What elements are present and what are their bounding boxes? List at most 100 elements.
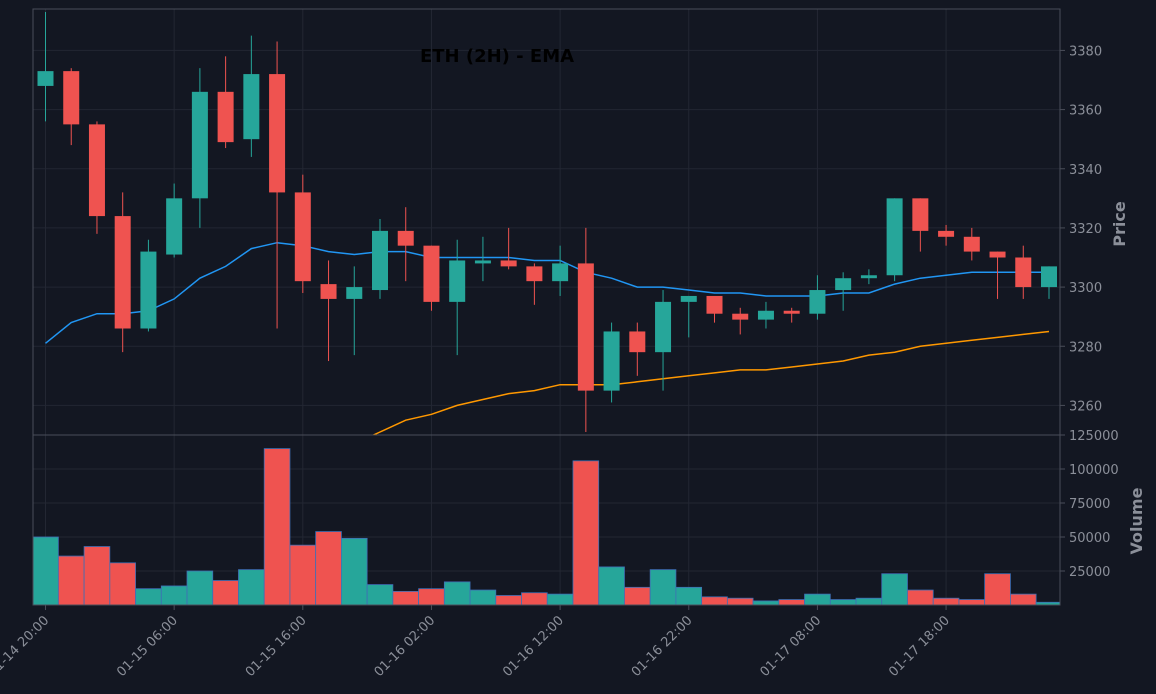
- volume-bar: [289, 544, 317, 605]
- price-tick-label: 3280: [1069, 340, 1102, 355]
- candle-body: [757, 310, 774, 320]
- volume-tick-label: 25000: [1069, 565, 1110, 580]
- price-tick-label: 3360: [1069, 104, 1102, 119]
- volume-bar: [958, 599, 986, 605]
- volume-bar: [83, 546, 111, 605]
- price-tick-label: 3320: [1069, 222, 1102, 237]
- candle-body: [243, 74, 260, 140]
- candle-body: [989, 251, 1006, 258]
- candle-body: [191, 91, 208, 199]
- candle-body: [706, 295, 723, 314]
- volume-bar: [160, 585, 188, 605]
- price-tick-label: 3340: [1069, 163, 1102, 178]
- candle-body: [88, 124, 105, 217]
- candle-body: [732, 313, 749, 320]
- volume-bar: [726, 597, 754, 605]
- candle-body: [474, 260, 491, 264]
- candle-body: [114, 216, 131, 329]
- candle-body: [526, 266, 543, 282]
- candle-body: [449, 260, 466, 302]
- ema-slow-line: [371, 330, 1050, 435]
- candles: [37, 11, 1057, 433]
- volume-tick-labels: 25000 50000 75000 100000 125000: [1060, 429, 1119, 580]
- volume-bar: [238, 569, 265, 605]
- candle-body: [397, 230, 414, 246]
- volume-bar: [598, 566, 625, 605]
- volume-tick-label: 50000: [1069, 531, 1110, 546]
- candle-body: [320, 284, 337, 299]
- candle-body: [1041, 266, 1057, 288]
- volume-axis-title: Volume: [1127, 487, 1146, 554]
- ema-lines: [45, 241, 1050, 435]
- candle-body: [294, 192, 311, 282]
- candle-body: [63, 71, 80, 125]
- volume-bar: [855, 597, 883, 605]
- price-tick-labels: 3260 3280 3300 3320 3340 3360 3380: [1060, 44, 1102, 414]
- volume-bar: [1010, 593, 1037, 605]
- price-tick-label: 3300: [1069, 281, 1102, 296]
- candle-body: [577, 263, 594, 391]
- price-tick-label: 3260: [1069, 399, 1102, 414]
- volume-bar: [778, 599, 805, 605]
- candle-body: [886, 198, 903, 276]
- candle-body: [835, 278, 852, 291]
- candle-body: [938, 230, 955, 237]
- candle-body: [603, 331, 620, 391]
- candle-body: [372, 230, 388, 291]
- volume-bar: [33, 536, 59, 605]
- candle-body: [166, 198, 183, 255]
- volume-bar: [984, 573, 1011, 605]
- candle-body: [1015, 257, 1032, 288]
- candle-body: [809, 290, 826, 314]
- volume-bar: [469, 589, 497, 605]
- candle-body: [500, 260, 517, 267]
- volume-bar: [829, 599, 857, 605]
- candle-body: [912, 198, 929, 231]
- candle-body: [37, 71, 54, 86]
- volume-bar: [341, 537, 368, 605]
- volume-bar: [392, 591, 419, 605]
- volume-bar: [804, 593, 831, 605]
- candle-body: [552, 263, 569, 282]
- volume-tick-label: 125000: [1069, 429, 1119, 444]
- volume-bar: [418, 588, 445, 605]
- candle-body: [346, 287, 363, 299]
- volume-panel-border: [32, 434, 1061, 606]
- volume-bar: [186, 570, 214, 605]
- volume-tick-label: 75000: [1069, 497, 1110, 512]
- candle-body: [217, 91, 234, 143]
- volume-bar: [315, 531, 342, 605]
- volume-bar: [521, 592, 548, 605]
- volume-bar: [109, 562, 136, 605]
- candle-body: [655, 301, 672, 353]
- volume-bar: [907, 589, 934, 605]
- volume-bar: [366, 584, 394, 605]
- price-tick-label: 3380: [1069, 44, 1102, 59]
- volume-bar: [212, 580, 239, 605]
- volume-tick-label: 100000: [1069, 463, 1119, 478]
- candle-body: [783, 310, 800, 314]
- chart-title: ETH (2H) - EMA: [420, 46, 574, 67]
- volume-bar: [881, 573, 908, 605]
- candle-body: [629, 331, 646, 353]
- volume-bar: [135, 588, 162, 605]
- volume-bar: [572, 460, 600, 605]
- volume-bar: [263, 448, 291, 605]
- volume-bar: [624, 586, 651, 605]
- volume-bar: [701, 596, 728, 605]
- volume-bar: [675, 586, 703, 605]
- volume-bar: [1035, 601, 1060, 605]
- volume-bar: [57, 555, 85, 605]
- ema-fast-line: [45, 241, 1049, 344]
- volume-bar: [443, 581, 471, 605]
- candle-body: [963, 236, 980, 252]
- candle-body: [680, 295, 697, 302]
- candle-body: [140, 251, 157, 329]
- candle-body: [423, 245, 440, 302]
- volume-bar: [546, 593, 574, 605]
- volume-bars: [33, 448, 1060, 605]
- candle-body: [860, 275, 877, 279]
- volume-bar: [649, 569, 677, 605]
- price-axis-title: Price: [1110, 201, 1129, 247]
